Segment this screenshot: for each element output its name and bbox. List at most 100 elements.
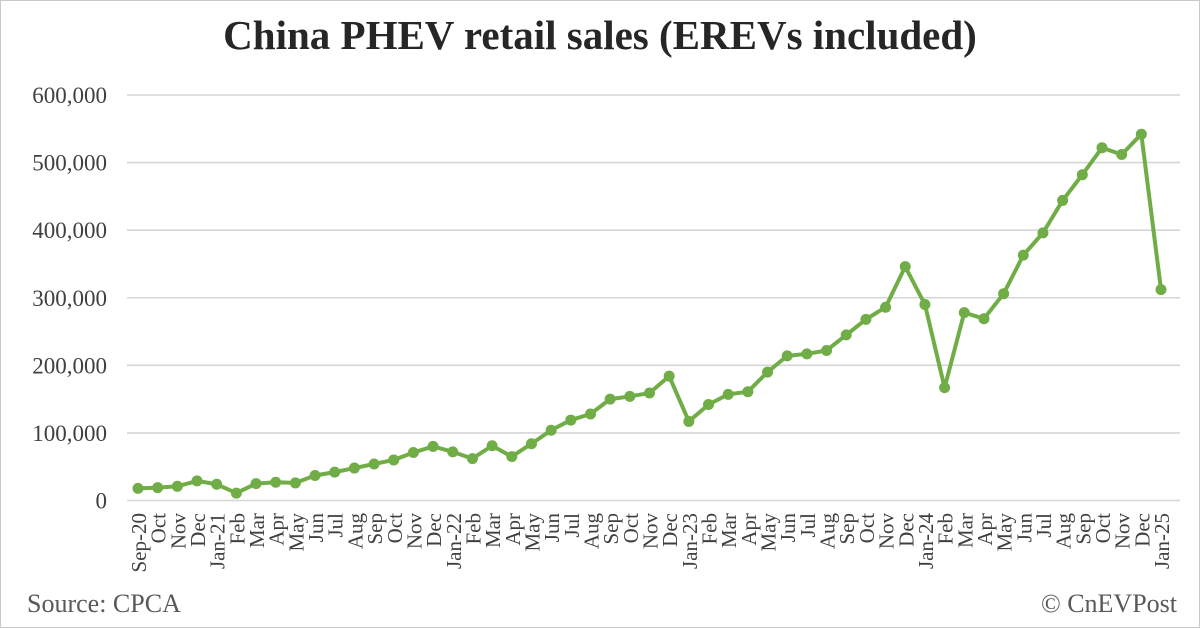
data-point — [447, 446, 459, 458]
x-tick-label: Nov — [639, 513, 663, 550]
x-tick-label: Jan-25 — [1150, 513, 1174, 569]
data-point — [270, 476, 282, 488]
x-tick-label: Dec — [186, 513, 210, 547]
data-point — [978, 313, 990, 325]
x-tick-label: Jun — [1012, 513, 1036, 543]
data-point — [1116, 148, 1128, 160]
x-tick-label: Oct — [855, 513, 879, 543]
x-tick-label: Jan-23 — [678, 513, 702, 569]
data-point — [624, 390, 636, 402]
x-tick-label: Jul — [324, 513, 348, 538]
x-tick-label: Feb — [461, 513, 485, 545]
x-tick-label: Sep — [1071, 513, 1095, 545]
x-tick-label: Oct — [619, 513, 643, 543]
y-tick-label: 600,000 — [32, 83, 107, 108]
x-tick-label: Jul — [560, 513, 584, 538]
data-point — [722, 388, 734, 400]
chart-title: China PHEV retail sales (EREVs included) — [223, 12, 977, 58]
data-point — [250, 478, 262, 490]
data-point — [939, 382, 951, 394]
x-tick-label: Jul — [1032, 513, 1056, 538]
data-point — [1155, 284, 1167, 296]
x-tick-label: Jan-24 — [914, 513, 938, 569]
data-point — [1076, 169, 1088, 181]
data-point — [683, 415, 695, 427]
x-tick-label: Oct — [1091, 513, 1115, 543]
data-point — [407, 447, 419, 459]
data-point — [860, 313, 872, 325]
data-line — [136, 132, 1163, 496]
data-point — [604, 393, 616, 405]
x-tick-label: Apr — [737, 513, 761, 546]
data-point — [329, 466, 341, 478]
y-tick-label: 200,000 — [32, 353, 107, 378]
x-tick-label: Aug — [343, 513, 367, 550]
data-point — [880, 301, 892, 313]
data-point — [644, 387, 655, 399]
data-point — [565, 414, 577, 426]
data-point — [152, 482, 164, 494]
x-tick-label: Nov — [1111, 513, 1135, 550]
data-point — [506, 451, 518, 463]
data-point — [309, 469, 321, 481]
x-tick-label: Sep — [599, 513, 623, 545]
x-tick-label: Sep — [835, 513, 859, 545]
x-tick-label: Apr — [265, 513, 289, 546]
x-tick-label: Apr — [973, 513, 997, 546]
data-point — [368, 458, 380, 470]
y-tick-label: 100,000 — [32, 421, 107, 446]
x-tick-label: Aug — [1052, 513, 1076, 550]
x-tick-label: Mar — [245, 513, 269, 548]
x-tick-label: Jun — [540, 513, 564, 543]
x-tick-label: Nov — [875, 513, 899, 550]
x-tick-label: Dec — [1130, 513, 1154, 547]
data-point — [919, 299, 931, 311]
x-tick-label: Sep-20 — [127, 513, 151, 573]
data-point — [466, 453, 478, 465]
x-tick-label: Nov — [402, 513, 426, 550]
data-point — [899, 261, 911, 273]
data-point — [348, 462, 360, 474]
x-tick-label: May — [757, 513, 781, 552]
data-point — [1037, 227, 1049, 239]
x-tick-label: Oct — [147, 513, 171, 543]
data-point — [525, 438, 537, 450]
x-tick-label: Aug — [816, 513, 840, 550]
data-point — [1096, 142, 1108, 154]
data-point — [801, 348, 813, 360]
data-point — [427, 440, 439, 452]
x-tick-label: Jan-22 — [442, 513, 466, 569]
x-tick-label: Aug — [579, 513, 603, 550]
x-tick-label: Jun — [776, 513, 800, 543]
x-tick-label: Apr — [501, 513, 525, 546]
data-point — [703, 399, 715, 411]
x-tick-label: Nov — [166, 513, 190, 550]
data-point — [230, 487, 242, 499]
data-point — [171, 480, 183, 492]
x-tick-label: Feb — [225, 513, 249, 545]
data-point — [486, 440, 498, 452]
data-point — [132, 482, 144, 494]
credit-label: © CnEVPost — [1040, 589, 1177, 618]
data-point — [742, 386, 754, 398]
x-tick-label: Mar — [481, 513, 505, 548]
data-point — [958, 307, 970, 319]
data-point — [821, 344, 833, 356]
y-tick-label: 300,000 — [32, 286, 107, 311]
y-tick-label: 400,000 — [32, 218, 107, 243]
x-tick-label: Dec — [658, 513, 682, 547]
x-tick-label: Jan-21 — [206, 513, 230, 569]
x-tick-label: May — [520, 513, 544, 552]
data-point — [211, 478, 223, 490]
x-tick-label: Oct — [383, 513, 407, 543]
x-tick-label: Mar — [717, 513, 741, 548]
source-label: Source: CPCA — [27, 589, 181, 618]
data-point — [584, 408, 596, 420]
x-tick-label: Dec — [422, 513, 446, 547]
data-point — [998, 288, 1010, 300]
data-point — [1057, 194, 1069, 206]
data-point — [191, 475, 203, 487]
x-tick-label: May — [284, 513, 308, 552]
